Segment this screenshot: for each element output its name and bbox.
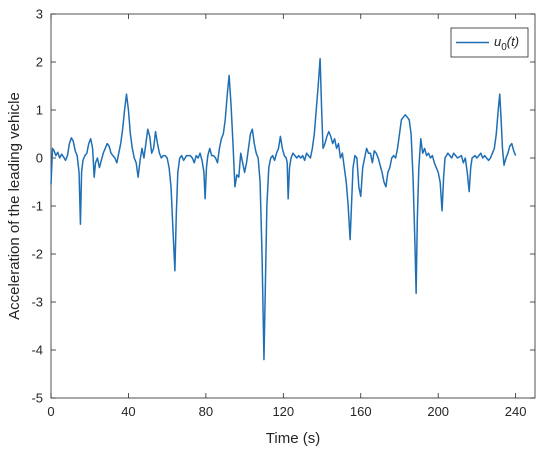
y-tick-label: 0	[36, 151, 43, 166]
legend: u0(t)	[450, 27, 529, 58]
series-layer	[50, 57, 517, 361]
y-axis-ticks: -5 -4 -3 -2 -1 0 1 2 3	[31, 7, 535, 406]
x-tick-label: 0	[47, 404, 54, 419]
y-tick-label: -3	[31, 295, 43, 310]
legend-label-base: u	[494, 34, 501, 49]
x-axis-ticks: 0 40 80 120 160 200 240	[47, 14, 526, 419]
x-tick-label: 160	[350, 404, 372, 419]
legend-label: u0(t)	[494, 34, 519, 53]
y-tick-label: -5	[31, 391, 43, 406]
y-tick-label: -1	[31, 199, 43, 214]
series-line	[50, 57, 517, 361]
x-tick-label: 120	[272, 404, 294, 419]
x-tick-label: 200	[427, 404, 449, 419]
legend-label-tail: (t)	[507, 34, 519, 49]
legend-label-subscript: 0	[501, 42, 507, 53]
y-tick-label: 2	[36, 55, 43, 70]
y-tick-label: -2	[31, 247, 43, 262]
x-axis-label: Time (s)	[266, 430, 320, 447]
y-axis-label: Acceleration of the leading vehicle	[6, 92, 23, 320]
plot-area	[50, 13, 536, 399]
y-tick-label: -4	[31, 343, 43, 358]
y-tick-label: 1	[36, 103, 43, 118]
x-tick-label: 80	[199, 404, 213, 419]
x-tick-label: 240	[505, 404, 527, 419]
y-tick-label: 3	[36, 7, 43, 22]
axes-frame	[50, 13, 536, 399]
x-tick-label: 40	[121, 404, 135, 419]
